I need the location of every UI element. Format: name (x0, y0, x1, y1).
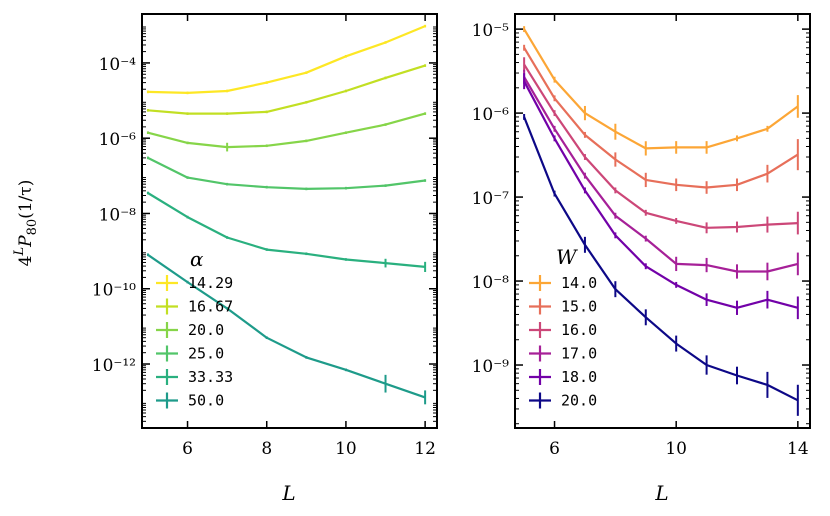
series-line-14-29 (147, 25, 426, 95)
series-line-15-0 (523, 47, 799, 189)
right-x-axis-label: L (654, 481, 668, 505)
series-line-17-0 (523, 76, 799, 273)
left-panel: 6 8 10 12 10⁻¹² 10⁻¹⁰ 10⁻⁸ 10⁻⁶ 10⁻⁴ α 14.29 16.67… (12, 13, 438, 505)
series-line-20-0 (147, 112, 426, 149)
legend-label: 18.0 (561, 368, 597, 386)
y-tick-label: 10⁻⁹ (472, 357, 510, 377)
x-tick-label: 10 (335, 439, 357, 459)
legend-label: 17.0 (561, 345, 597, 363)
y-tick-label: 10⁻⁴ (99, 55, 137, 75)
legend-label: 50.0 (188, 392, 224, 410)
series-line-16-67 (147, 64, 426, 115)
legend-label: 14.0 (561, 274, 597, 292)
left-y-axis-label: 4LP80(1/τ) (12, 180, 40, 267)
legend-label: 25.0 (188, 345, 224, 363)
y-tick-label: 10⁻⁷ (472, 189, 510, 209)
y-tick-label: 10⁻⁵ (472, 21, 510, 41)
right-panel: 6 10 14 10⁻⁹ 10⁻⁸ 10⁻⁷ 10⁻⁶ 10⁻⁵ W 14.0 15.0 16.0 1… (472, 13, 811, 505)
legend-label: 20.0 (561, 392, 597, 410)
legend-label: 14.29 (188, 274, 233, 292)
x-tick-label: 6 (549, 439, 560, 459)
y-tick-label: 10⁻⁶ (472, 105, 510, 125)
legend-label: 16.0 (561, 321, 597, 339)
x-tick-label: 14 (787, 439, 809, 459)
series-line-50-0 (147, 253, 426, 399)
right-plot-frame (514, 13, 811, 429)
series-line-14-0 (523, 28, 799, 150)
x-tick-label: 10 (665, 439, 687, 459)
y-tick-label: 10⁻¹² (92, 356, 136, 376)
series-line-18-0 (523, 80, 799, 309)
y-tick-label: 10⁻⁶ (99, 130, 137, 150)
left-legend: α 14.29 16.67 20.0 25.0 33.33 50.0 (156, 247, 233, 410)
y-tick-label: 10⁻⁸ (99, 205, 137, 225)
x-tick-label: 8 (261, 439, 272, 459)
legend-label: 16.67 (188, 298, 233, 316)
right-legend: W 14.0 15.0 16.0 17.0 18.0 20.0 (529, 245, 597, 410)
legend-label: 15.0 (561, 298, 597, 316)
x-tick-label: 12 (414, 439, 436, 459)
y-tick-label: 10⁻⁸ (472, 273, 510, 293)
y-tick-label: 10⁻¹⁰ (92, 281, 136, 301)
series-line-25-0 (147, 156, 426, 190)
x-tick-label: 6 (182, 439, 193, 459)
legend-label: 20.0 (188, 321, 224, 339)
legend-label: 33.33 (188, 368, 233, 386)
left-x-axis-label: L (281, 481, 295, 505)
legend-title: W (556, 245, 578, 269)
series-line-20-0 (523, 116, 799, 402)
series-line-16-0 (523, 63, 798, 229)
legend-title: α (190, 247, 204, 271)
series-line-33-33 (147, 192, 426, 268)
left-plot-frame (141, 13, 438, 429)
